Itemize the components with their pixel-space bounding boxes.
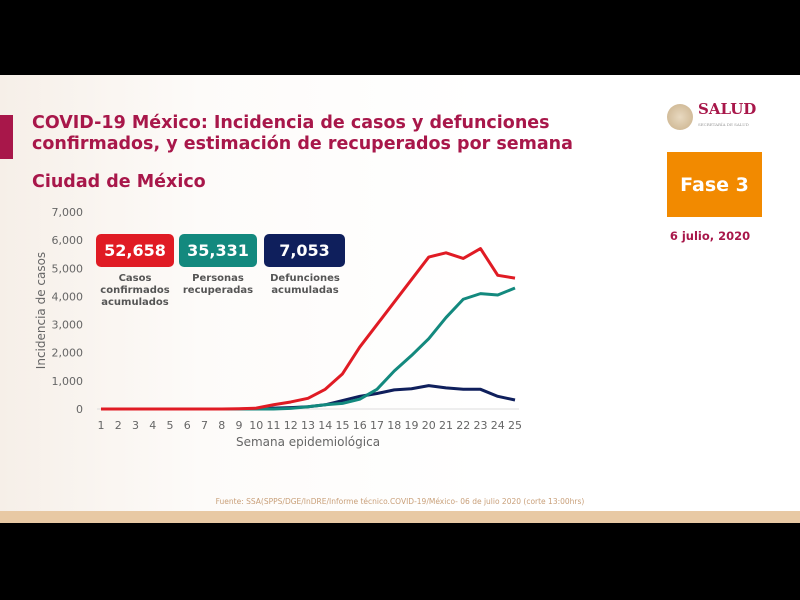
kpi-recovered-value: 35,331: [179, 234, 257, 267]
title-line-1: COVID-19 México: Incidencia de casos y d…: [32, 113, 550, 133]
y-axis-label: Incidencia de casos: [34, 252, 48, 369]
x-tick-label: 3: [132, 419, 139, 432]
x-tick-label: 4: [149, 419, 156, 432]
x-tick-label: 17: [370, 419, 384, 432]
y-tick-label: 0: [76, 403, 83, 416]
report-date: 6 julio, 2020: [669, 229, 751, 243]
x-tick-label: 25: [508, 419, 522, 432]
x-tick-label: 1: [98, 419, 105, 432]
x-tick-label: 22: [456, 419, 470, 432]
y-tick-label: 2,000: [52, 347, 84, 360]
y-tick-label: 5,000: [52, 262, 84, 275]
y-tick-label: 1,000: [52, 375, 84, 388]
y-tick-label: 7,000: [52, 206, 84, 219]
seal-icon: [667, 104, 693, 130]
x-tick-label: 12: [284, 419, 298, 432]
x-tick-label: 14: [318, 419, 332, 432]
x-tick-label: 16: [353, 419, 367, 432]
x-tick-label: 13: [301, 419, 315, 432]
phase-badge: Fase 3: [667, 152, 762, 217]
kpi-deaths-value: 7,053: [264, 234, 345, 267]
series-line-casos-confirmados: [101, 247, 516, 411]
x-tick-label: 21: [439, 419, 453, 432]
title-line-2: confirmados, y estimación de recuperados…: [32, 134, 573, 154]
source-note: Fuente: SSA(SPPS/DGE/InDRE/Informe técni…: [215, 497, 585, 506]
x-axis-label: Semana epidemiológica: [236, 435, 380, 449]
kpi-deaths-label: Defunciones acumuladas: [270, 273, 340, 296]
logo-text: SALUD: [698, 100, 757, 118]
kpi-confirmed-label: Casos confirmados acumulados: [100, 273, 170, 308]
x-tick-label: 24: [491, 419, 505, 432]
kpi-confirmed-value: 52,658: [96, 234, 174, 267]
logo-subtext: SECRETARÍA DE SALUD: [698, 122, 749, 127]
y-tick-label: 6,000: [52, 234, 84, 247]
x-tick-label: 10: [249, 419, 263, 432]
slide: COVID-19 México: Incidencia de casos y d…: [0, 75, 800, 523]
y-tick-label: 3,000: [52, 319, 84, 332]
x-tick-label: 9: [236, 419, 243, 432]
x-tick-label: 18: [387, 419, 401, 432]
y-tick-label: 4,000: [52, 290, 84, 303]
salud-logo: SALUD SECRETARÍA DE SALUD: [667, 102, 756, 132]
x-tick-label: 7: [201, 419, 208, 432]
page-title: COVID-19 México: Incidencia de casos y d…: [32, 113, 573, 155]
x-tick-label: 11: [267, 419, 281, 432]
subtitle: Ciudad de México: [32, 172, 206, 192]
accent-bar: [0, 115, 13, 159]
x-tick-label: 5: [167, 419, 174, 432]
x-tick-label: 19: [405, 419, 419, 432]
footer-band: [0, 511, 800, 523]
x-tick-label: 6: [184, 419, 191, 432]
x-tick-label: 20: [422, 419, 436, 432]
x-tick-label: 15: [336, 419, 350, 432]
kpi-recovered-label: Personas recuperadas: [182, 273, 254, 296]
x-tick-label: 8: [218, 419, 225, 432]
x-tick-label: 2: [115, 419, 122, 432]
x-tick-label: 23: [474, 419, 488, 432]
